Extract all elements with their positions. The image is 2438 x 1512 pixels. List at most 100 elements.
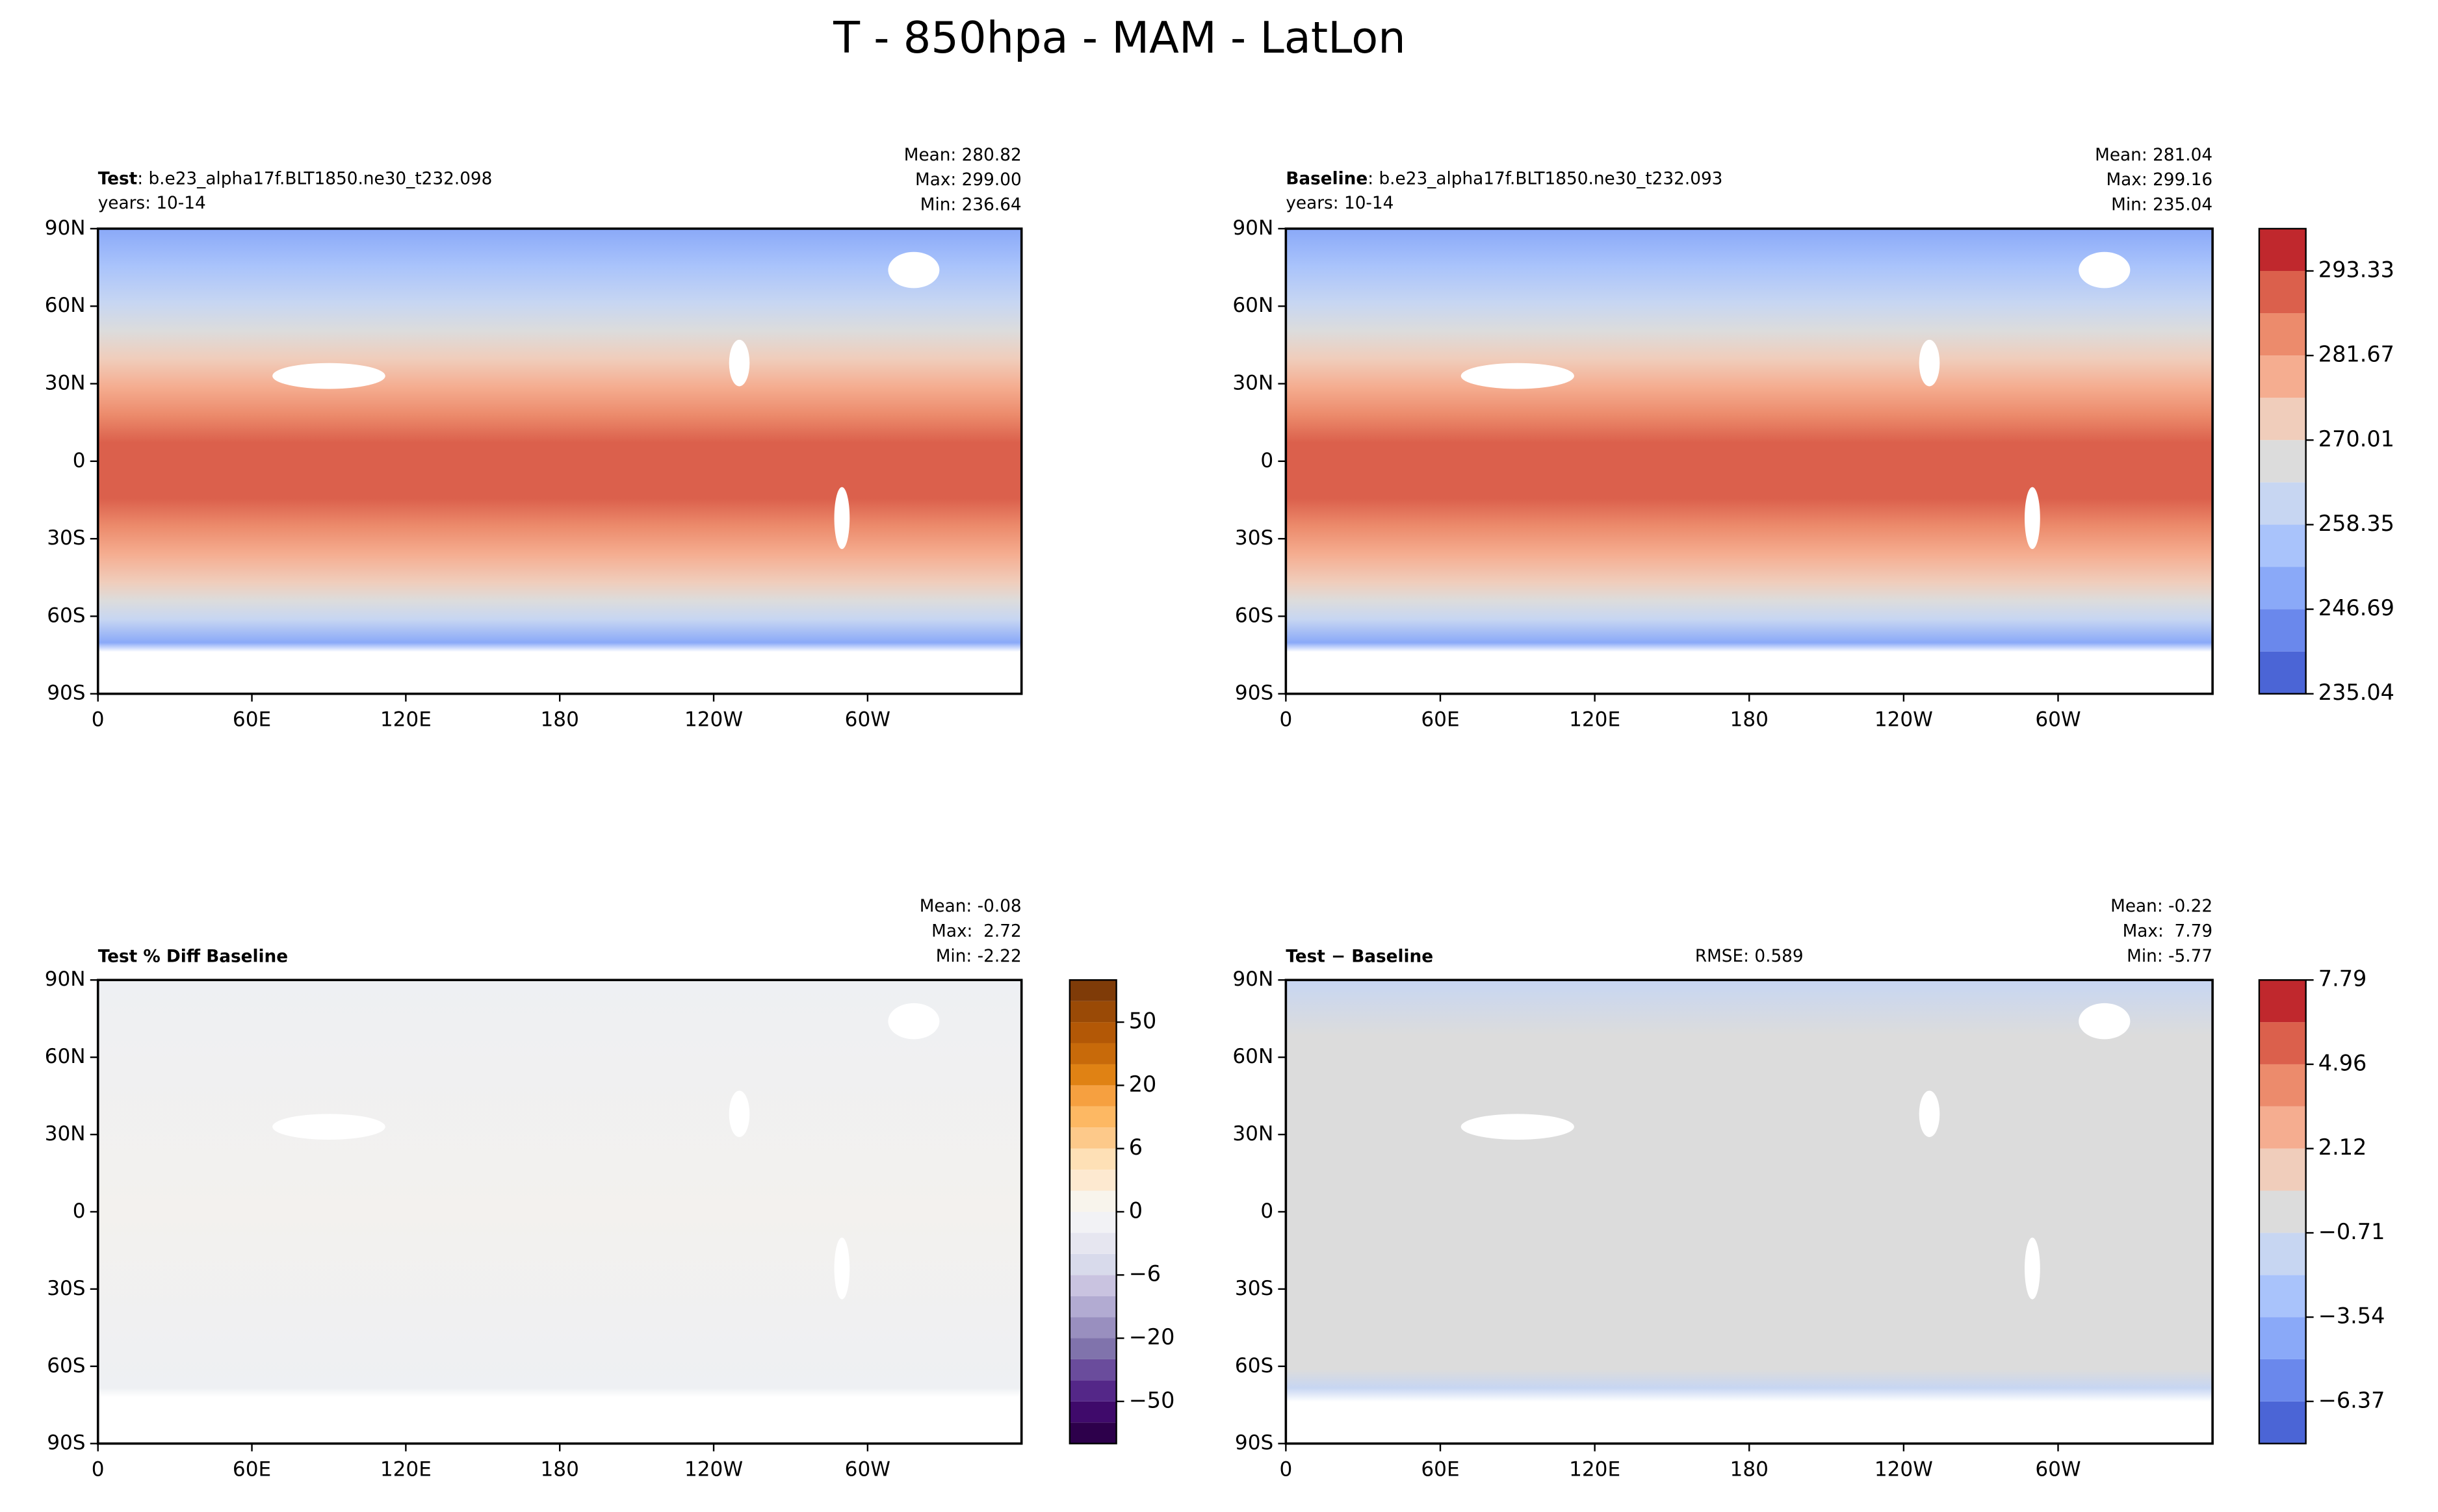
colorbar-band	[2259, 440, 2306, 483]
colorbar-band	[2259, 651, 2306, 694]
y-tick-label: 30S	[47, 526, 85, 550]
panel-stat: Mean: 280.82	[904, 146, 1022, 165]
colorbar-band	[2259, 567, 2306, 609]
rmse: RMSE: 0.589	[1695, 947, 1804, 966]
y-tick-label: 90S	[47, 1431, 85, 1455]
y-tick-label: 30S	[47, 1277, 85, 1300]
colorbar-tick-label: 235.04	[2318, 680, 2394, 705]
y-tick-label: 60N	[45, 294, 86, 317]
y-tick-label: 0	[73, 1199, 86, 1223]
x-tick-label: 60E	[1421, 1457, 1459, 1481]
panel-name: Test − Baseline	[1286, 947, 1433, 966]
colorbar-tick-label: 4.96	[2318, 1050, 2367, 1075]
panel-stat: Mean: -0.08	[920, 897, 1022, 916]
y-tick-label: 90N	[45, 216, 86, 240]
panel-stat: Min: -5.77	[2127, 947, 2212, 966]
x-tick-label: 0	[1279, 1457, 1292, 1481]
panel-title: Baseline: b.e23_alpha17f.BLT1850.ne30_t2…	[1286, 169, 1722, 188]
x-tick-label: 180	[541, 708, 579, 731]
colorbar-tick-label: 7.79	[2318, 966, 2367, 992]
colorbar-band	[2259, 609, 2306, 652]
y-tick-label: 30S	[1235, 526, 1273, 550]
colorbar-tick-label: 281.67	[2318, 342, 2394, 367]
colorbar-band	[2259, 1148, 2306, 1191]
x-tick-label: 0	[1279, 708, 1292, 731]
panel-stat: Mean: -0.22	[2110, 897, 2212, 916]
colorbar-tick-label: 270.01	[2318, 426, 2394, 452]
panel-subtitle: years: 10-14	[1286, 194, 1394, 213]
case-name: : b.e23_alpha17f.BLT1850.ne30_t232.098	[137, 169, 492, 188]
colorbar-frame	[2258, 979, 2307, 1444]
colorbar-band	[1069, 1338, 1117, 1359]
land-mask	[272, 1114, 385, 1140]
colorbar-tick-label: 0	[1129, 1198, 1143, 1223]
y-tick-label: 90S	[1235, 1431, 1273, 1455]
x-tick-label: 120W	[1874, 708, 1933, 731]
map-field	[1286, 980, 2213, 1444]
x-tick-label: 0	[92, 1457, 105, 1481]
y-tick-label: 60N	[1232, 1045, 1273, 1068]
colorbar-tick-label: −3.54	[2318, 1303, 2385, 1329]
colorbar-band	[1069, 1043, 1117, 1064]
land-mask	[2025, 1237, 2040, 1300]
panel-title: Test − Baseline	[1286, 947, 1433, 966]
x-tick-label: 120E	[1569, 1457, 1620, 1481]
x-tick-label: 120W	[684, 708, 743, 731]
colorbar-band	[1069, 1359, 1117, 1381]
colorbar-band	[1069, 1253, 1117, 1275]
colorbar-band	[2259, 270, 2306, 314]
y-tick-label: 90N	[45, 967, 86, 991]
colorbar-band	[2259, 482, 2306, 525]
y-tick-label: 60S	[1235, 1354, 1273, 1377]
colorbar-band	[1069, 1275, 1117, 1296]
colorbar-tick-label: 6	[1129, 1134, 1143, 1160]
land-mask	[888, 1003, 940, 1040]
map-field	[97, 228, 1022, 694]
land-mask	[272, 363, 385, 389]
panel-title: Test: b.e23_alpha17f.BLT1850.ne30_t232.0…	[98, 169, 493, 188]
colorbar-tick-label: 20	[1129, 1071, 1157, 1097]
y-tick-label: 90N	[1232, 216, 1273, 240]
y-tick-label: 60S	[1235, 604, 1273, 627]
y-tick-label: 30N	[45, 372, 86, 395]
y-tick-label: 0	[1260, 449, 1273, 472]
colorbar-band	[2259, 1106, 2306, 1149]
colorbar-frame	[2258, 227, 2307, 695]
colorbar-band	[1069, 1401, 1117, 1423]
colorbar-band	[2259, 524, 2306, 567]
x-tick-label: 120E	[1569, 708, 1620, 731]
land-mask	[834, 1237, 850, 1300]
panel-stat: Min: -2.22	[936, 947, 1022, 966]
panel-stat: Min: 235.04	[2111, 196, 2212, 215]
x-tick-label: 0	[92, 708, 105, 731]
x-tick-label: 60E	[1421, 708, 1459, 731]
y-tick-label: 30N	[1232, 372, 1273, 395]
colorbar-band	[2259, 313, 2306, 356]
colorbar-band	[2259, 1317, 2306, 1359]
colorbar-band	[2259, 1064, 2306, 1107]
land-mask	[2079, 1003, 2131, 1040]
panel-stat: Max: 7.79	[2123, 922, 2213, 942]
colorbar-tick-label: −6	[1129, 1261, 1161, 1287]
colorbar-band	[2259, 1359, 2306, 1402]
y-tick-label: 90S	[47, 682, 85, 705]
y-tick-label: 60N	[45, 1045, 86, 1068]
panel-name: Test % Diff Baseline	[98, 947, 288, 966]
x-tick-label: 180	[541, 1457, 579, 1481]
map-field	[97, 980, 1022, 1444]
colorbar-band	[2259, 1022, 2306, 1064]
colorbar-band	[1069, 1296, 1117, 1318]
y-tick-label: 30S	[1235, 1277, 1273, 1300]
colorbar-tick-label: −50	[1129, 1387, 1175, 1413]
colorbar-band	[1069, 1190, 1117, 1212]
land-mask	[1460, 363, 1574, 389]
map-field	[1286, 228, 2213, 694]
panel-stat: Max: 299.00	[915, 170, 1022, 190]
y-tick-label: 90S	[1235, 682, 1273, 705]
colorbar-tick-label: −0.71	[2318, 1219, 2385, 1244]
y-tick-label: 0	[73, 449, 86, 472]
y-tick-label: 60S	[47, 604, 85, 627]
panel-stat: Min: 236.64	[920, 196, 1022, 215]
colorbar-band	[1069, 1211, 1117, 1233]
